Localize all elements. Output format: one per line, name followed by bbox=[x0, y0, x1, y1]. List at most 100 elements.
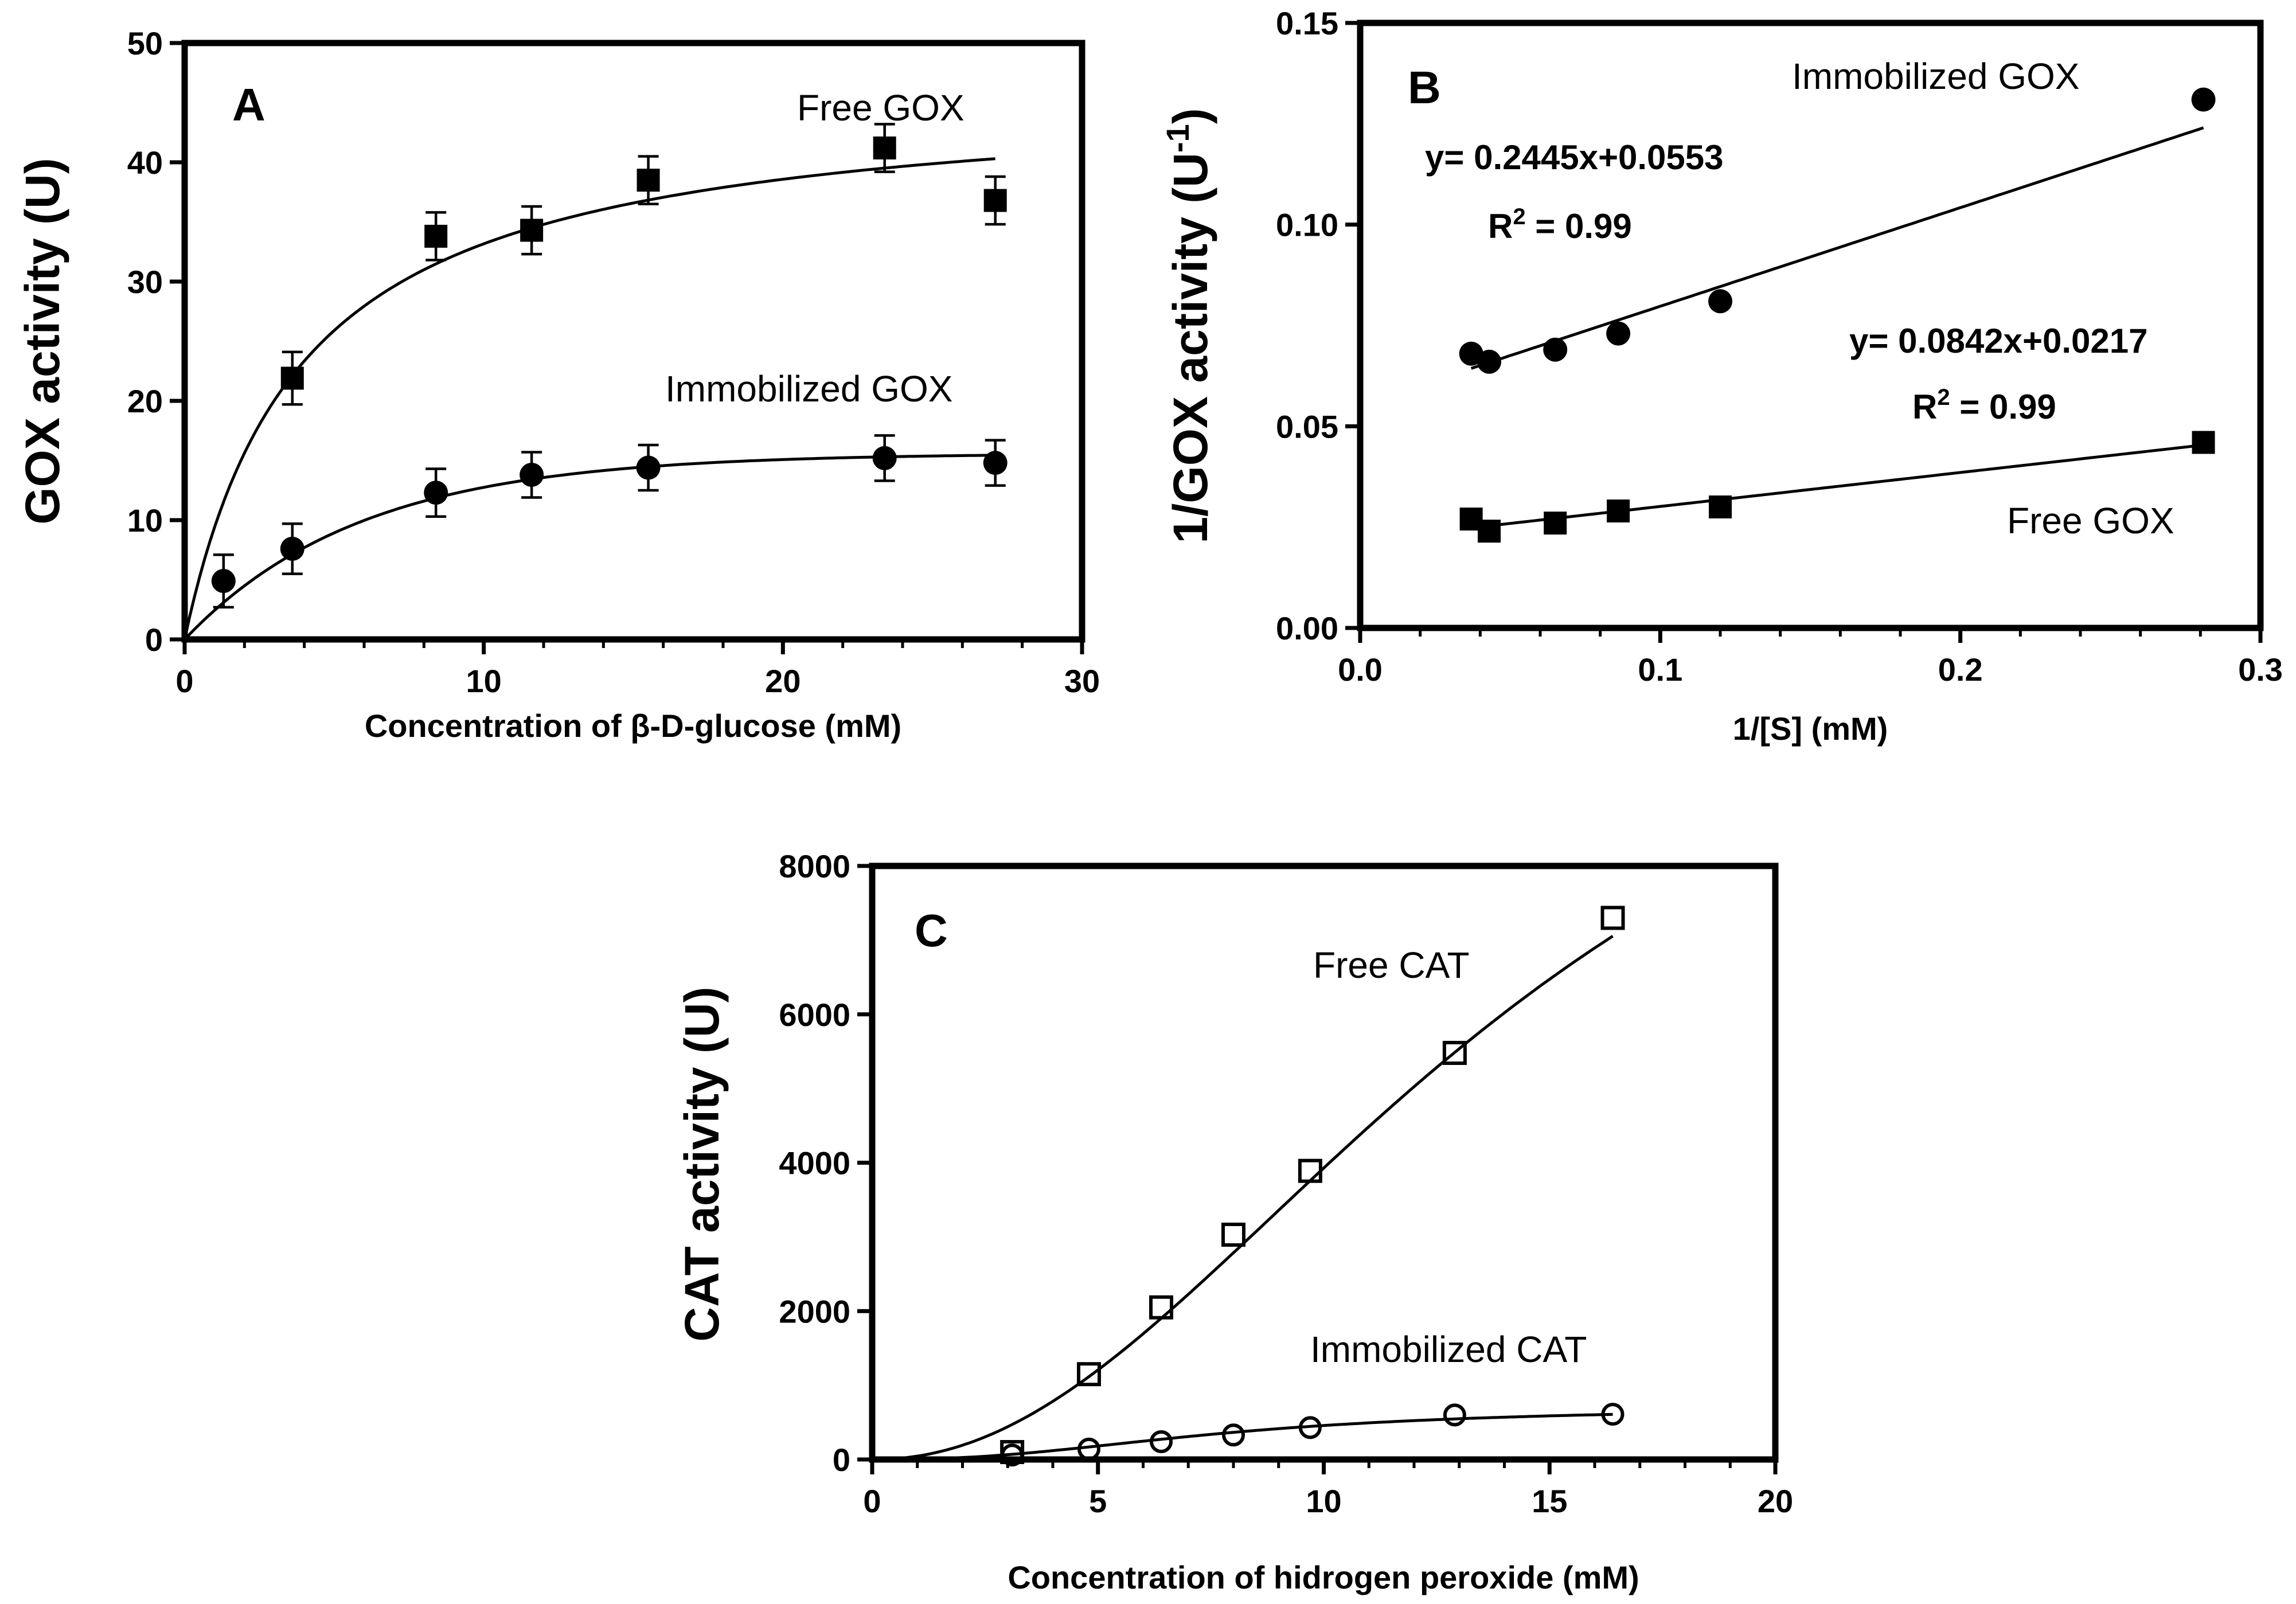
panel-a-y-axis-title: GOX activity (U) bbox=[15, 158, 69, 524]
panel-b-x-tick-label: 0.2 bbox=[1938, 651, 1983, 688]
panel-c-data-point bbox=[1298, 1416, 1322, 1439]
panel-c-y-tick-label: 2000 bbox=[779, 1293, 850, 1329]
panel-a-data-point bbox=[424, 481, 448, 505]
panel-c-x-axis-title: Concentration of hidrogen peroxide (mM) bbox=[1008, 1559, 1639, 1595]
panel-b-frame bbox=[1357, 19, 2264, 631]
panel-b-data-point bbox=[1477, 349, 1502, 374]
panel-b-free-r2: R2 = 0.99 bbox=[1912, 385, 2056, 426]
panel-b-immobilized-r2-sup: 2 bbox=[1513, 204, 1525, 229]
panel-c-x-tick-label: 10 bbox=[1306, 1483, 1341, 1519]
panel-b-free-gox-label: Free GOX bbox=[2007, 500, 2174, 541]
panel-c-y-axis-title: CAT activity (U) bbox=[675, 986, 729, 1341]
panel-b-letter: B bbox=[1408, 62, 1441, 113]
panel-b-data-point bbox=[1709, 495, 1732, 518]
panel-b: 0.0 0.1 0.2 0.3 0.00 0.05 0.10 0.15 B Immobiliz… bbox=[1159, 5, 2283, 747]
panel-b-free-r2-sup: 2 bbox=[1937, 385, 1950, 410]
panel-b-y-axis-title-sup: -1 bbox=[1159, 124, 1196, 153]
panel-b-data-point bbox=[1606, 321, 1631, 346]
panel-b-free-r2-prefix: R bbox=[1912, 388, 1937, 426]
panel-b-fit-lines bbox=[1470, 126, 2204, 529]
panel-c-data-point bbox=[1001, 1443, 1024, 1467]
panel-b-y-axis-title-suffix: ) bbox=[1163, 108, 1217, 124]
panel-b-immobilized-equation: y= 0.2445x+0.0553 bbox=[1425, 138, 1724, 177]
panel-b-fit-line bbox=[1471, 443, 2204, 529]
panel-b-y-tick-label: 0.10 bbox=[1276, 207, 1338, 243]
panel-c-fit-line bbox=[872, 935, 1614, 1461]
panel-c-letter: C bbox=[915, 905, 948, 956]
panel-c-data-point bbox=[1442, 1041, 1467, 1066]
panel-b-y-tick-label: 0.00 bbox=[1276, 610, 1338, 646]
panel-c-data-point bbox=[1298, 1158, 1322, 1183]
panel-c-data-point bbox=[1601, 1403, 1625, 1426]
panel-c-ticks: 0 5 10 15 20 0 2000 4000 6000 8000 bbox=[779, 848, 1793, 1519]
panel-b-ticks: 0.0 0.1 0.2 0.3 0.00 0.05 0.10 0.15 bbox=[1276, 5, 2283, 688]
panel-b-data-point bbox=[1543, 337, 1568, 362]
panel-b-x-tick-label: 0.0 bbox=[1338, 651, 1383, 688]
panel-a-x-tick-label: 20 bbox=[765, 663, 801, 699]
panel-a-data-point bbox=[983, 189, 1007, 212]
panel-a-fit-lines bbox=[183, 157, 995, 641]
panel-a-y-tick-label: 40 bbox=[127, 145, 163, 181]
panel-b-data-point bbox=[1544, 512, 1567, 535]
panel-a-frame bbox=[181, 40, 1085, 643]
panel-c-data-point bbox=[1221, 1222, 1245, 1247]
panel-b-free-r2-value: = 0.99 bbox=[1950, 388, 2056, 426]
panel-a-data-point bbox=[983, 451, 1008, 475]
panel-b-y-tick-label: 0.15 bbox=[1276, 5, 1338, 41]
panel-a-data-point bbox=[637, 169, 660, 192]
panel-a-data-point bbox=[520, 462, 544, 487]
panel-b-immobilized-r2-prefix: R bbox=[1488, 207, 1513, 245]
panel-b-y-axis-title-main: 1/GOX activity (U bbox=[1163, 153, 1217, 544]
panel-a-x-tick-label: 10 bbox=[466, 663, 502, 699]
panel-a-letter: A bbox=[232, 79, 265, 130]
panel-c-free-cat-label: Free CAT bbox=[1313, 945, 1470, 986]
panel-a-y-tick-label: 20 bbox=[127, 383, 163, 419]
panel-a-y-tick-label: 30 bbox=[127, 264, 163, 300]
panel-b-y-axis-title: 1/GOX activity (U-1) bbox=[1159, 108, 1217, 543]
panel-a-x-tick-label: 30 bbox=[1064, 663, 1100, 699]
panel-b-data-point bbox=[1478, 520, 1501, 543]
panel-c-data-point bbox=[1077, 1437, 1100, 1461]
panel-a-data-point bbox=[280, 366, 304, 390]
panel-b-x-axis-title: 1/[S] (mM) bbox=[1733, 711, 1888, 747]
panel-b-data-points bbox=[1459, 87, 2216, 543]
panel-c-data-point bbox=[1600, 906, 1625, 930]
panel-b-free-equation: y= 0.0842x+0.0217 bbox=[1849, 322, 2148, 360]
panel-c-data-point bbox=[1149, 1295, 1173, 1320]
panel-a-x-tick-label: 0 bbox=[175, 663, 193, 699]
panel-c-x-tick-label: 5 bbox=[1089, 1483, 1107, 1519]
panel-a-y-tick-label: 50 bbox=[127, 25, 163, 61]
panel-c-y-tick-label: 8000 bbox=[779, 848, 850, 884]
panel-a-immobilized-gox-label: Immobilized GOX bbox=[665, 368, 952, 409]
panel-b-data-point bbox=[1607, 499, 1630, 523]
panel-c-y-tick-label: 0 bbox=[833, 1442, 850, 1478]
panel-b-x-tick-label: 0.1 bbox=[1638, 651, 1682, 688]
panel-b-fit-line bbox=[1470, 126, 2204, 370]
panel-a-fit-line bbox=[183, 454, 995, 641]
panel-a-y-tick-label: 10 bbox=[127, 502, 163, 538]
panel-b-x-tick-label: 0.3 bbox=[2238, 651, 2283, 688]
panel-c-x-tick-label: 20 bbox=[1758, 1483, 1793, 1519]
panel-c-y-tick-label: 6000 bbox=[779, 997, 850, 1033]
panel-a-free-gox-label: Free GOX bbox=[797, 87, 965, 128]
panel-c-immobilized-cat-label: Immobilized CAT bbox=[1310, 1329, 1587, 1370]
panel-a-fit-line bbox=[183, 157, 995, 640]
panel-a-y-tick-label: 0 bbox=[145, 622, 163, 658]
panel-b-data-point bbox=[1708, 289, 1732, 314]
panel-b-y-tick-label: 0.05 bbox=[1276, 408, 1338, 444]
panel-c: 0 5 10 15 20 0 2000 4000 6000 8000 C Free CAT Imm… bbox=[675, 848, 1793, 1595]
panel-b-immobilized-r2: R2 = 0.99 bbox=[1488, 204, 1632, 245]
panel-a-data-point bbox=[280, 536, 304, 561]
panel-a-data-point bbox=[636, 455, 661, 480]
panel-b-data-point bbox=[2191, 87, 2216, 112]
panel-b-data-point bbox=[2192, 431, 2215, 454]
panel-b-data-point bbox=[1459, 341, 1483, 366]
panel-a: 0 10 20 30 0 10 20 30 40 50 A Free GOX Immobilize… bbox=[15, 25, 1100, 744]
panel-a-data-point bbox=[211, 569, 236, 594]
panel-a-data-point bbox=[872, 446, 897, 470]
panel-a-data-points bbox=[211, 123, 1008, 609]
panel-c-data-points bbox=[1000, 906, 1625, 1467]
panel-b-immobilized-gox-label: Immobilized GOX bbox=[1792, 56, 2079, 97]
panel-a-x-axis-title: Concentration of β-D-glucose (mM) bbox=[365, 708, 901, 744]
